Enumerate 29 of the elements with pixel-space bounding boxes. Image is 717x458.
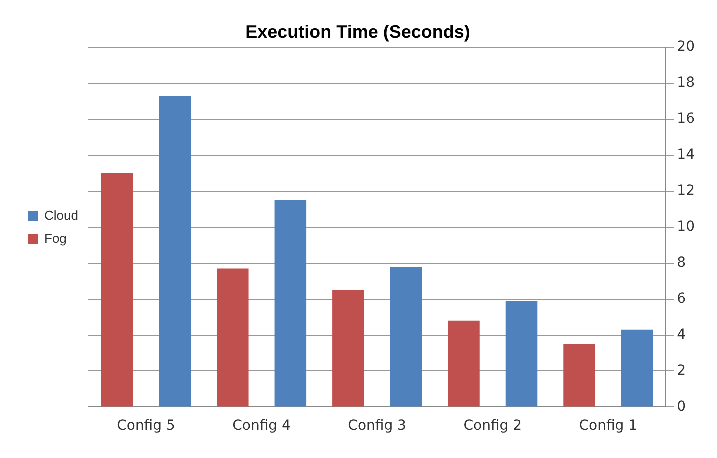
bar bbox=[506, 301, 538, 407]
x-tick-label: Config 3 bbox=[348, 418, 406, 434]
x-tick-label: Config 1 bbox=[579, 418, 638, 434]
bar bbox=[159, 96, 192, 407]
bar bbox=[101, 173, 134, 407]
y-tick-label: 18 bbox=[677, 75, 696, 92]
x-tick-label: Config 5 bbox=[117, 418, 176, 434]
y-tick-label: 2 bbox=[677, 362, 686, 379]
y-tick-label: 0 bbox=[677, 398, 686, 415]
y-tick-label: 8 bbox=[677, 255, 686, 271]
bar bbox=[448, 320, 480, 407]
y-tick-label: 14 bbox=[677, 147, 696, 164]
bar bbox=[621, 330, 654, 407]
y-tick-label: 10 bbox=[677, 219, 696, 236]
x-tick-label: Config 4 bbox=[232, 418, 292, 434]
y-tick-label: 16 bbox=[677, 111, 696, 128]
bar bbox=[564, 344, 596, 407]
legend-label: Cloud bbox=[44, 208, 78, 224]
bar bbox=[274, 200, 307, 407]
y-tick-label: 4 bbox=[677, 326, 686, 343]
y-tick-label: 6 bbox=[677, 290, 686, 307]
chart-title: Execution Time (Seconds) bbox=[246, 22, 470, 42]
y-tick-label: 20 bbox=[677, 39, 696, 56]
legend-label: Fog bbox=[44, 231, 67, 246]
bar bbox=[332, 290, 364, 407]
y-tick-label: 12 bbox=[677, 183, 696, 200]
x-tick-label: Config 2 bbox=[464, 418, 522, 434]
bar bbox=[390, 266, 422, 407]
bar bbox=[217, 268, 249, 407]
